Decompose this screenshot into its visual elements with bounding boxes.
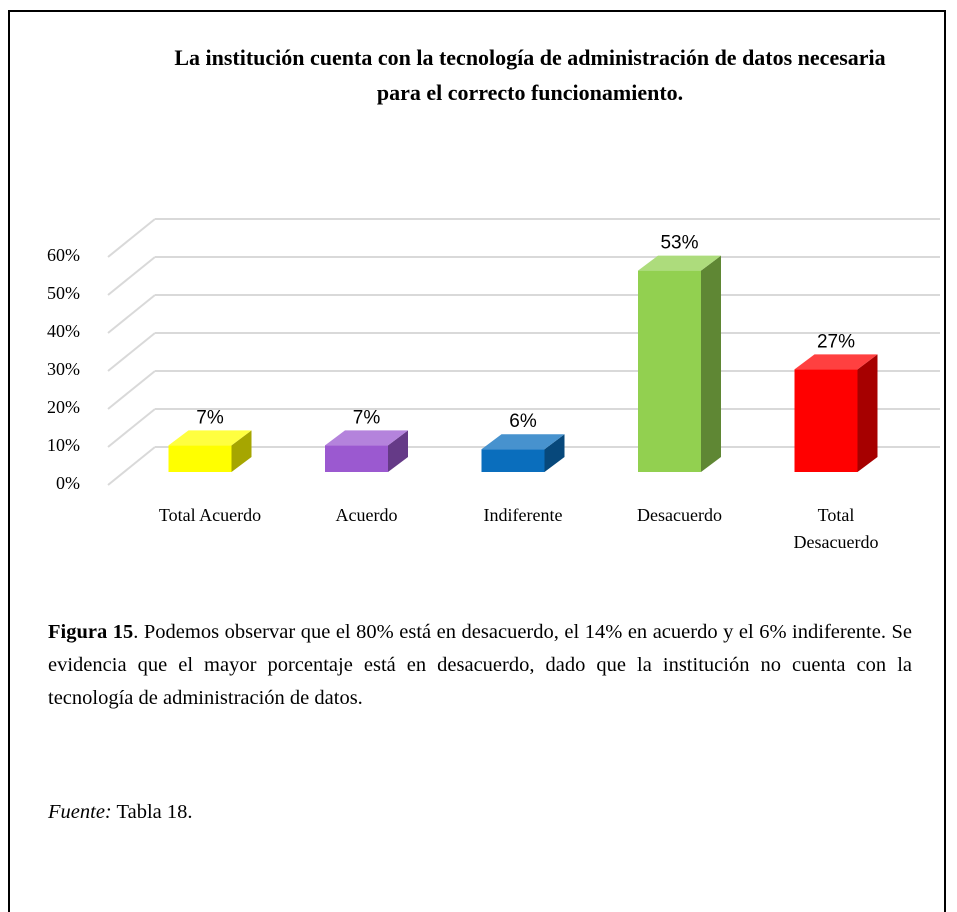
x-tick-label: Acuerdo <box>335 505 398 525</box>
bar-top <box>168 430 252 446</box>
y-tick-label: 60% <box>47 245 80 265</box>
y-tick-label: 40% <box>47 321 80 341</box>
source-label: Fuente: <box>48 801 112 823</box>
bar <box>325 430 408 472</box>
bar-top <box>481 434 565 450</box>
bar-front <box>481 449 545 472</box>
y-tick-label: 30% <box>47 359 80 379</box>
grid-line-side <box>107 408 156 448</box>
y-tick-label: 0% <box>56 473 80 493</box>
data-label: 27% <box>817 331 855 352</box>
x-tick-label: Indiferente <box>483 505 563 525</box>
source: Fuente: Tabla 18. <box>48 796 193 829</box>
bar-top <box>638 255 721 271</box>
x-tick-label: Total Desacuerdo <box>793 505 879 552</box>
grid-line-side <box>107 218 156 258</box>
data-label: 7% <box>353 407 381 428</box>
chart-title: La institución cuenta con la tecnología … <box>174 45 886 105</box>
data-label: 53% <box>660 233 698 254</box>
bar <box>168 430 252 472</box>
bar-top <box>325 430 408 446</box>
bar-side <box>231 430 252 472</box>
bar-front <box>325 445 388 472</box>
bar-side <box>388 430 408 472</box>
frame <box>8 10 946 912</box>
caption: Figura 15. Podemos observar que el 80% e… <box>48 616 912 715</box>
grid-line-side <box>107 256 156 296</box>
grid-line-side <box>107 446 156 486</box>
bar-side <box>544 434 565 472</box>
y-tick-label: 50% <box>47 283 80 303</box>
bar-side <box>857 354 878 472</box>
bar <box>638 255 721 472</box>
grid-line-side <box>107 332 156 372</box>
y-tick-label: 20% <box>47 397 80 417</box>
source-text: Tabla 18. <box>116 801 193 823</box>
y-tick-label: 10% <box>47 435 80 455</box>
bar-front <box>168 445 232 472</box>
caption-text: . Podemos observar que el 80% está en de… <box>48 621 912 709</box>
grid-line-side <box>107 294 156 334</box>
bar-front <box>638 270 701 472</box>
data-label: 7% <box>196 407 224 428</box>
x-tick-label: Desacuerdo <box>637 505 722 525</box>
bar <box>794 354 878 472</box>
data-label: 6% <box>509 411 537 432</box>
bar-top <box>794 354 878 370</box>
grid-line-side <box>107 370 156 410</box>
x-tick-label: Total Acuerdo <box>158 505 262 525</box>
bar <box>481 434 565 472</box>
caption-label: Figura 15 <box>48 621 134 643</box>
bar-front <box>794 369 858 472</box>
bar-side <box>701 255 721 472</box>
